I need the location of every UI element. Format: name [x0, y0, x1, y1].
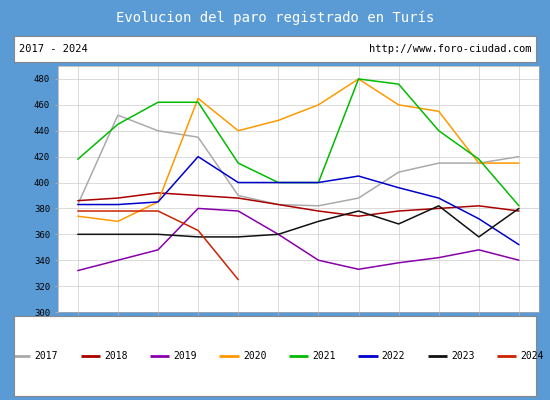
Text: 2023: 2023: [451, 351, 475, 361]
Text: 2024: 2024: [521, 351, 544, 361]
Text: 2022: 2022: [382, 351, 405, 361]
Text: http://www.foro-ciudad.com: http://www.foro-ciudad.com: [368, 44, 531, 54]
Text: 2018: 2018: [104, 351, 128, 361]
Text: 2019: 2019: [173, 351, 197, 361]
Text: 2020: 2020: [243, 351, 266, 361]
Text: Evolucion del paro registrado en Turís: Evolucion del paro registrado en Turís: [116, 11, 434, 25]
Text: 2021: 2021: [312, 351, 336, 361]
Text: 2017: 2017: [35, 351, 58, 361]
Text: 2017 - 2024: 2017 - 2024: [19, 44, 88, 54]
